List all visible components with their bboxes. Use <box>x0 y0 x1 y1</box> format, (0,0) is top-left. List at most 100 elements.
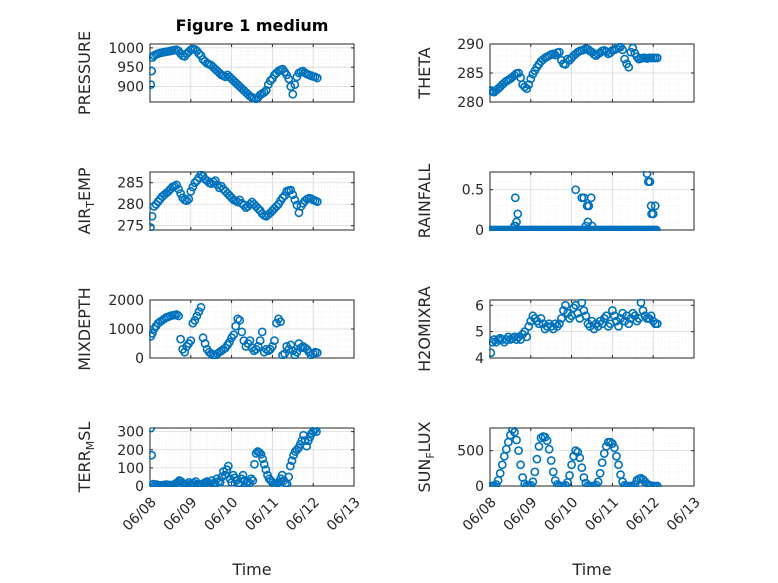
data-point <box>612 451 621 461</box>
data-point <box>546 456 556 465</box>
data-point <box>597 458 607 468</box>
data-point <box>288 346 298 356</box>
data-point <box>548 467 558 477</box>
data-point <box>172 310 181 319</box>
data-point <box>149 80 156 89</box>
data-point <box>550 475 560 485</box>
data-point <box>630 480 640 487</box>
data-point <box>554 481 564 487</box>
data-point <box>642 171 652 179</box>
data-point <box>534 441 544 451</box>
x-axis-label: Time <box>571 560 611 579</box>
data-point <box>552 480 562 487</box>
data-series <box>489 299 662 358</box>
data-point <box>284 344 294 354</box>
data-point <box>610 443 619 453</box>
data-point <box>532 454 542 464</box>
data-point <box>261 465 271 475</box>
data-point <box>536 314 546 323</box>
data-point <box>608 306 617 315</box>
data-point <box>628 43 638 53</box>
data-point <box>620 54 630 64</box>
data-point <box>246 474 256 484</box>
data-point <box>638 306 648 315</box>
data-point <box>510 221 519 231</box>
data-point <box>530 467 540 477</box>
data-point <box>312 427 321 437</box>
y-tick-label: 5 <box>475 325 484 341</box>
data-point <box>248 476 258 485</box>
data-point <box>520 479 530 487</box>
data-point <box>499 451 509 461</box>
tick-marks <box>489 43 695 103</box>
data-point <box>652 225 661 231</box>
data-point <box>620 480 630 487</box>
data-point <box>579 473 589 482</box>
data-point <box>601 47 611 56</box>
data-point <box>182 196 192 206</box>
data-point <box>308 349 318 359</box>
data-point <box>149 223 155 231</box>
data-point <box>573 447 583 457</box>
y-tick-label: 1000 <box>108 322 144 338</box>
y-axis-label: MIXDEPTH <box>75 287 94 370</box>
data-point <box>587 221 597 231</box>
x-axis-label: Time <box>231 560 271 579</box>
data-series <box>149 302 322 359</box>
data-point <box>149 427 156 433</box>
data-point <box>618 45 627 55</box>
data-point <box>575 453 585 463</box>
data-series <box>489 427 662 487</box>
data-point <box>510 193 520 203</box>
data-point <box>312 348 322 358</box>
data-point <box>503 437 513 447</box>
data-point <box>308 427 318 437</box>
data-point <box>601 311 611 321</box>
data-point <box>172 180 181 190</box>
data-point <box>312 197 322 207</box>
data-point <box>174 184 183 194</box>
data-point <box>648 209 658 219</box>
data-point <box>624 319 634 329</box>
data-point <box>616 470 625 480</box>
data-series <box>149 171 322 231</box>
y-tick-label: 0 <box>475 223 484 239</box>
data-point <box>270 336 279 345</box>
data-point <box>510 427 519 437</box>
data-point <box>595 468 605 478</box>
data-point <box>565 470 574 480</box>
y-tick-label: 0 <box>475 479 484 495</box>
data-point <box>194 307 204 316</box>
subplot-air_temp: 275 280 285 AIRTEMP <box>75 167 355 235</box>
data-point <box>176 189 185 198</box>
x-tick-label: 06/11 <box>242 494 282 534</box>
data-point <box>557 314 566 323</box>
data-point <box>645 177 655 187</box>
data-series <box>149 427 321 487</box>
data-point <box>586 193 596 203</box>
data-point <box>542 436 552 446</box>
data-point <box>583 481 593 487</box>
data-point <box>149 211 157 221</box>
data-series <box>149 44 322 103</box>
x-tick-label: 06/09 <box>161 494 201 534</box>
data-point <box>495 468 505 478</box>
data-point <box>280 349 290 359</box>
y-axis-label: SUNFLUX <box>415 421 437 492</box>
data-point <box>554 319 564 329</box>
y-axis-label: THETA <box>415 47 434 99</box>
data-point <box>288 190 298 200</box>
y-tick-label: 200 <box>117 443 144 459</box>
data-point <box>497 460 507 470</box>
y-tick-label: 1000 <box>108 41 144 57</box>
data-point <box>312 73 322 83</box>
y-tick-label: 285 <box>457 66 484 82</box>
y-tick-label: 0 <box>135 351 144 367</box>
data-point <box>284 472 294 482</box>
data-point <box>176 334 185 344</box>
data-point <box>215 477 225 487</box>
data-point <box>646 201 656 211</box>
data-point <box>489 348 496 358</box>
data-point <box>184 194 194 204</box>
data-point <box>624 62 634 72</box>
